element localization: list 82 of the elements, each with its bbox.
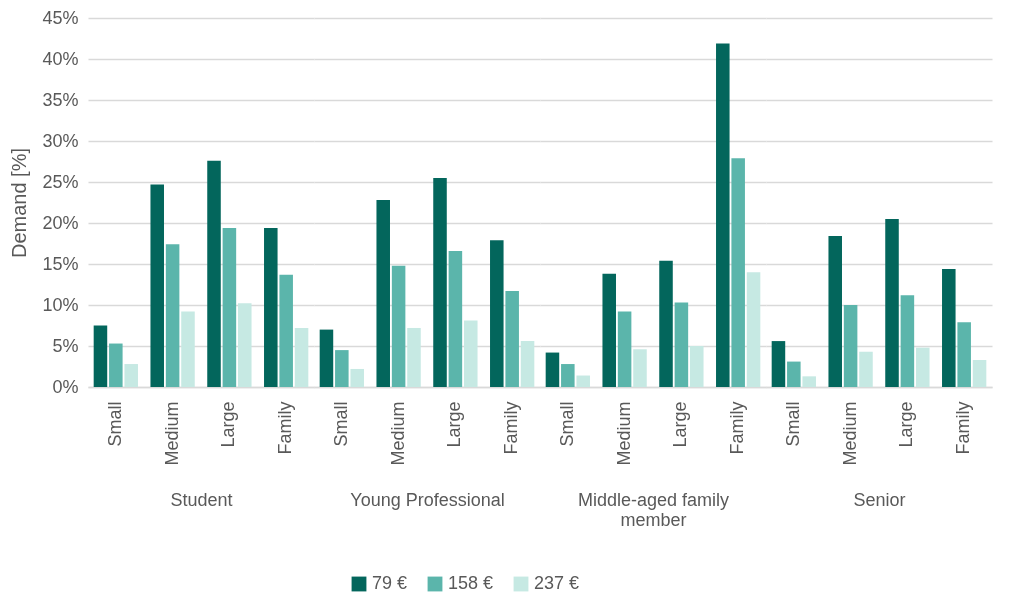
bar <box>942 268 956 387</box>
bar <box>222 227 237 387</box>
x-axis-title: Middle-aged family member <box>577 489 730 530</box>
y-tick-label: 40% <box>42 48 79 69</box>
x-tick-label: Large <box>896 401 917 448</box>
bar <box>576 375 590 387</box>
bar <box>802 376 816 387</box>
y-tick-label: 25% <box>42 171 79 192</box>
x-axis-title: Young Professional <box>350 489 505 510</box>
bar <box>319 329 334 387</box>
bar <box>545 352 560 387</box>
y-tick-label: 45% <box>42 7 79 28</box>
bar <box>771 341 786 387</box>
bar <box>505 291 519 387</box>
x-tick-label: Family <box>275 401 296 455</box>
bar <box>885 218 899 387</box>
bar <box>294 327 309 387</box>
bar <box>916 347 930 387</box>
bar <box>602 273 616 387</box>
bar <box>448 250 463 387</box>
x-tick-label: Small <box>782 401 803 447</box>
bar <box>124 364 138 387</box>
x-tick-label: Family <box>953 401 974 455</box>
bar <box>109 343 123 387</box>
x-axis-title: Student <box>170 489 233 510</box>
legend-label: 158 € <box>448 573 494 593</box>
x-tick-label: Small <box>104 401 125 447</box>
y-tick-label: 0% <box>52 376 79 397</box>
legend-label: 79 € <box>372 573 408 593</box>
x-tick-label: Small <box>556 401 577 447</box>
bar <box>828 236 842 387</box>
bar <box>520 341 535 387</box>
bar <box>731 158 745 387</box>
legend-label: 237 € <box>534 573 580 593</box>
bar <box>464 320 478 387</box>
bar <box>335 350 349 387</box>
bar <box>617 311 632 387</box>
y-tick-label: 15% <box>42 253 79 274</box>
y-tick-label: 5% <box>52 335 79 356</box>
x-tick-label: Family <box>727 401 748 455</box>
x-tick-label: Medium <box>161 401 182 466</box>
bar <box>900 295 915 387</box>
bar <box>561 364 575 387</box>
bar <box>279 274 293 387</box>
bar <box>957 322 971 387</box>
bar <box>376 200 390 387</box>
x-tick-label: Medium <box>839 401 860 466</box>
y-tick-label: 20% <box>42 212 79 233</box>
bar <box>207 160 221 387</box>
bar <box>433 177 447 387</box>
bar <box>264 227 278 387</box>
x-tick-label: Small <box>330 401 351 447</box>
bar <box>165 244 180 387</box>
x-tick-label: Family <box>501 401 522 455</box>
x-tick-label: Large <box>218 401 239 448</box>
y-tick-label: 10% <box>42 294 79 315</box>
x-axis-title: Senior <box>853 489 906 510</box>
bar <box>716 43 730 387</box>
bar <box>181 311 195 387</box>
bar <box>690 346 704 387</box>
bar <box>972 359 987 387</box>
x-tick-label: Medium <box>613 401 634 466</box>
bar <box>93 325 108 387</box>
x-tick-label: Large <box>444 401 465 448</box>
bar <box>238 303 252 387</box>
bar <box>674 302 689 387</box>
y-axis-title: Demand [%] <box>8 147 31 259</box>
bar <box>490 240 504 387</box>
bar <box>633 349 647 387</box>
bar <box>407 327 421 387</box>
bar <box>843 305 858 387</box>
bar <box>350 368 364 387</box>
y-tick-label: 30% <box>42 130 79 151</box>
bar <box>746 272 761 387</box>
bar <box>659 260 673 387</box>
x-tick-label: Medium <box>387 401 408 466</box>
bar <box>150 184 164 387</box>
bar <box>391 265 406 387</box>
bar <box>787 361 801 387</box>
x-tick-label: Large <box>670 401 691 448</box>
bar <box>859 351 873 387</box>
y-tick-label: 35% <box>42 89 79 110</box>
